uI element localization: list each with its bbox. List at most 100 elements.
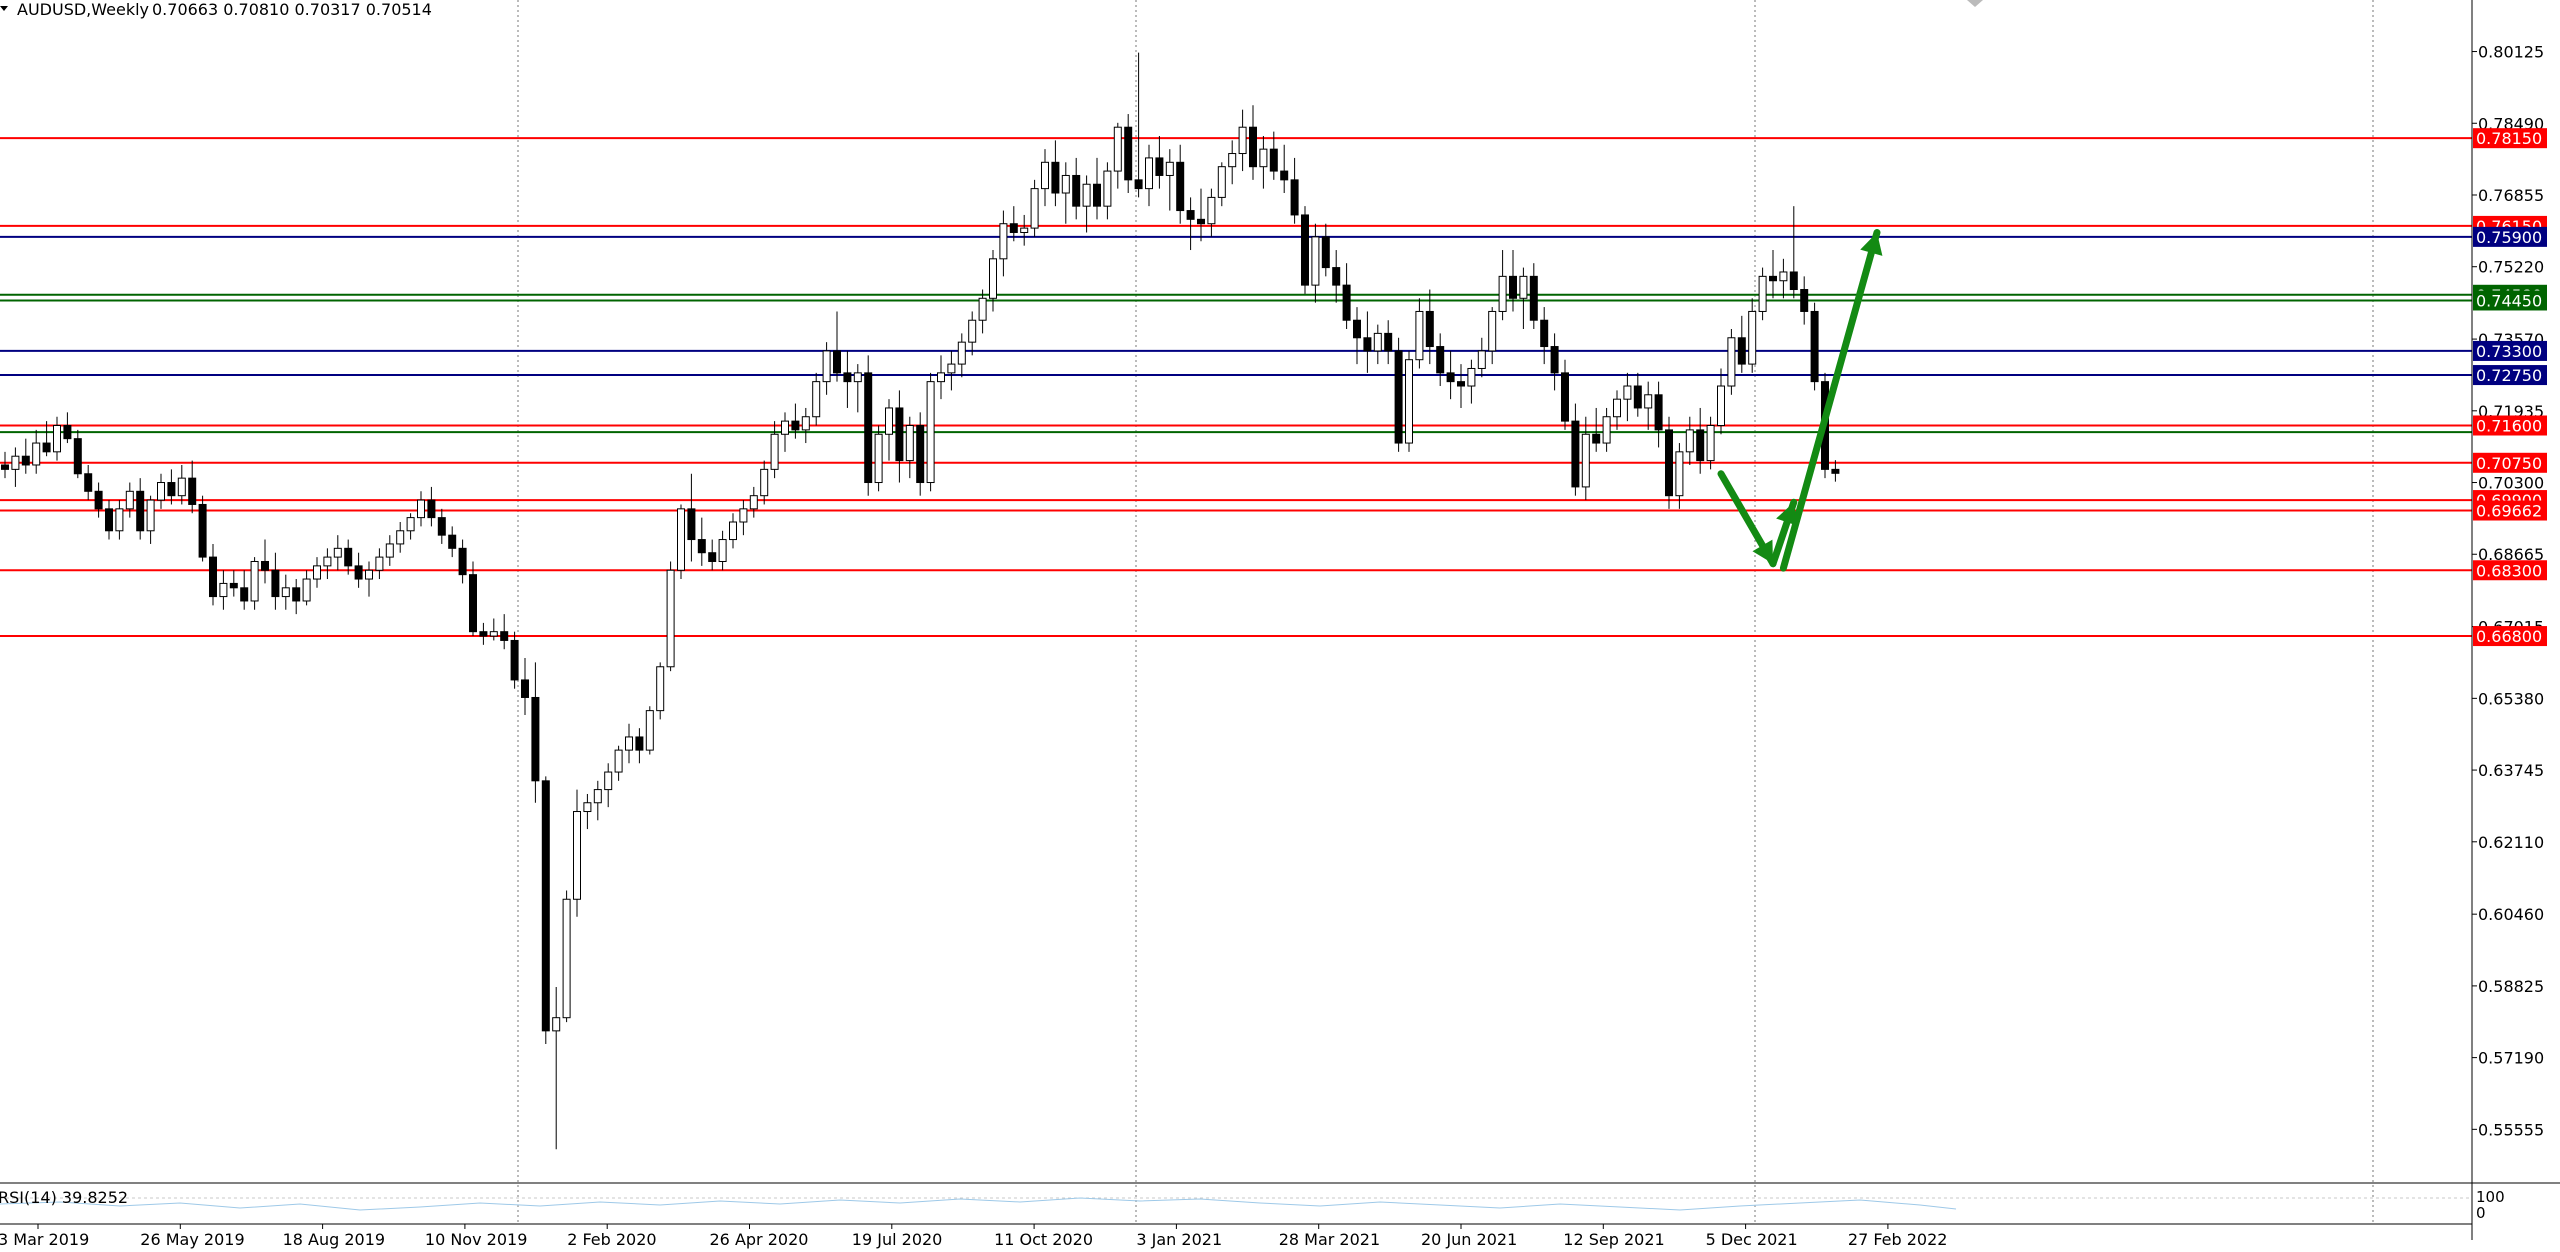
candle-bull (365, 569, 373, 580)
candle-bear (1810, 310, 1819, 383)
candle-bull (562, 898, 571, 1019)
level-label-box (2473, 365, 2547, 386)
rsi-label: RSI(14) 39.8252 (0, 1188, 128, 1207)
candle-bear (864, 372, 873, 484)
candle-bear (209, 556, 217, 598)
candle-bear (1290, 179, 1299, 216)
candle-bull (583, 802, 592, 813)
candle-bull (760, 468, 769, 497)
price-tick-label: 0.80125 (2478, 43, 2544, 62)
candle-bear (1665, 429, 1673, 497)
candle-bull (625, 736, 633, 751)
candle-bull (313, 565, 321, 580)
candle-bear (21, 455, 30, 466)
candle-bull (989, 258, 997, 299)
price-tick-label: 0.65380 (2478, 689, 2544, 708)
candle-bull (396, 530, 405, 545)
candle-bear (344, 547, 353, 567)
candle-bear (833, 350, 841, 374)
candle-bear (1321, 236, 1330, 269)
candle-bull (718, 539, 727, 562)
candle-bear (1051, 161, 1060, 194)
candle-bull (1020, 227, 1029, 233)
candles (1, 52, 1840, 1150)
rsi-line (0, 1197, 1957, 1211)
candle-bull (801, 416, 810, 431)
candle-bull (1477, 350, 1486, 369)
candle-bull (385, 543, 394, 558)
candle-bear (1332, 267, 1341, 286)
candle-bull (947, 363, 956, 374)
candle-bear (1363, 337, 1372, 352)
candle-bear (1654, 394, 1663, 431)
arrow-head (1860, 232, 1883, 256)
rsi-axis-bottom: 0 (2476, 1204, 2486, 1222)
level-label-box (2473, 415, 2547, 436)
candle-bull (978, 297, 987, 321)
candle-bear (1093, 183, 1101, 207)
candle-bull (729, 521, 737, 541)
candle-bull (1748, 310, 1757, 365)
candle-bear (469, 574, 477, 633)
level-label-text: 0.74450 (2476, 291, 2542, 310)
candle-bear (1529, 275, 1538, 321)
candle-bull (250, 560, 259, 602)
candle-bull (749, 495, 758, 510)
candle-bear (916, 425, 925, 484)
level-label-box (2473, 290, 2547, 311)
price-tick-label: 0.63745 (2478, 761, 2544, 780)
time-tick-label: 12 Sep 2021 (1563, 1230, 1664, 1249)
candle-bull (1488, 310, 1497, 352)
level-label-box (2473, 340, 2547, 361)
candle-bull (937, 372, 945, 383)
candle-bull (1623, 385, 1632, 400)
candle-bull (926, 381, 935, 484)
time-tick-label: 20 Jun 2021 (1421, 1230, 1517, 1249)
time-tick-label: 3 Jan 2021 (1136, 1230, 1222, 1249)
candle-bear (42, 442, 51, 453)
candle-bear (1009, 223, 1018, 233)
candle-bull (146, 499, 155, 532)
candle-bull (812, 381, 821, 418)
candle-bear (1592, 433, 1601, 444)
candle-bull (417, 499, 425, 519)
candle-bear (73, 438, 82, 475)
candle-bear (1249, 126, 1257, 168)
candle-bull (770, 433, 779, 470)
collapse-triangle-icon[interactable] (0, 6, 8, 11)
candle-bear (1696, 429, 1705, 462)
candle-bull (1228, 153, 1237, 168)
candle-bear (1446, 372, 1455, 383)
candle-bear (1176, 161, 1185, 212)
candle-bear (687, 508, 696, 541)
candle-bull (593, 789, 602, 804)
candle-bear (541, 780, 550, 1032)
candle-bear (1155, 157, 1164, 176)
candle-bull (333, 547, 342, 558)
price-tick-label: 0.75220 (2478, 258, 2544, 277)
candle-bull (1082, 183, 1091, 207)
candle-bear (63, 425, 72, 440)
candle-bear (843, 372, 852, 383)
time-tick-label: 27 Feb 2022 (1848, 1230, 1948, 1249)
candle-bull (604, 771, 613, 791)
level-label-box (2473, 626, 2547, 647)
price-tick-label: 0.76855 (2478, 186, 2544, 205)
candle-bear (105, 508, 113, 532)
price-tick-label: 0.62110 (2478, 833, 2544, 852)
arrow-head (1752, 539, 1773, 564)
candle-bull (781, 420, 789, 435)
price-tick-label: 0.55555 (2478, 1120, 2544, 1139)
time-tick-label: 5 Dec 2021 (1706, 1230, 1798, 1249)
candle-bull (968, 319, 977, 343)
level-label-text: 0.68300 (2476, 561, 2542, 580)
candle-bull (853, 372, 862, 383)
candle-bull (1758, 275, 1767, 312)
candle-bull (1207, 196, 1216, 225)
scroll-marker-icon[interactable] (1967, 0, 1983, 7)
candle-bull (645, 710, 654, 751)
candle-bull (1727, 337, 1736, 387)
time-tick-label: 3 Mar 2019 (0, 1230, 89, 1249)
candle-bull (1613, 398, 1621, 418)
